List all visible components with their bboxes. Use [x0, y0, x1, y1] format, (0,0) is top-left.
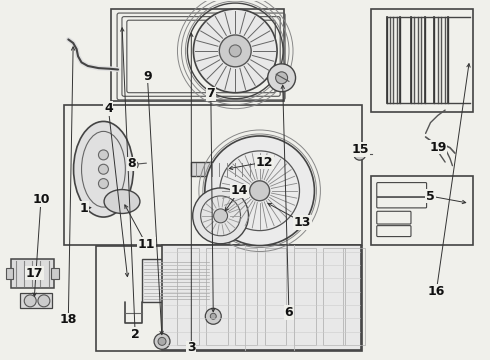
Circle shape — [130, 161, 138, 169]
Bar — [323, 248, 345, 345]
Circle shape — [193, 188, 248, 244]
Bar — [343, 248, 365, 345]
Bar — [111, 9, 284, 101]
Circle shape — [194, 9, 277, 93]
Text: 10: 10 — [32, 193, 49, 206]
Circle shape — [205, 136, 315, 246]
Text: 3: 3 — [187, 341, 196, 354]
Circle shape — [158, 337, 166, 345]
Text: 15: 15 — [351, 143, 369, 156]
Text: 17: 17 — [25, 267, 43, 280]
Text: 11: 11 — [138, 238, 155, 251]
Text: 18: 18 — [60, 313, 77, 327]
Circle shape — [98, 164, 108, 174]
Circle shape — [354, 148, 366, 160]
Bar — [371, 9, 473, 112]
Circle shape — [98, 179, 108, 189]
Circle shape — [24, 295, 36, 307]
Bar — [162, 244, 361, 350]
Circle shape — [210, 313, 216, 319]
Circle shape — [98, 150, 108, 160]
Bar — [177, 248, 198, 345]
Text: 13: 13 — [294, 216, 311, 229]
Ellipse shape — [74, 121, 133, 217]
Circle shape — [38, 295, 50, 307]
Circle shape — [214, 209, 227, 223]
Circle shape — [220, 35, 251, 67]
Circle shape — [229, 45, 241, 57]
Circle shape — [205, 308, 221, 324]
Bar — [21, 293, 52, 309]
Bar — [206, 248, 228, 345]
Circle shape — [268, 64, 295, 92]
Text: 7: 7 — [206, 87, 215, 100]
Text: 8: 8 — [127, 157, 136, 170]
Bar — [51, 268, 58, 279]
Bar — [235, 248, 257, 345]
Text: 5: 5 — [426, 190, 435, 203]
Bar — [265, 248, 287, 345]
Bar — [96, 246, 362, 351]
Text: 14: 14 — [230, 184, 248, 197]
Bar — [127, 163, 136, 167]
Bar — [294, 248, 316, 345]
Bar — [191, 162, 255, 176]
Bar — [371, 176, 473, 244]
Bar — [6, 268, 13, 279]
Text: 16: 16 — [428, 285, 445, 298]
Circle shape — [250, 181, 270, 201]
Text: 19: 19 — [429, 140, 446, 153]
Text: 1: 1 — [79, 202, 88, 215]
Text: 12: 12 — [256, 156, 273, 168]
Text: 4: 4 — [104, 102, 113, 115]
Text: 6: 6 — [285, 306, 293, 319]
Bar — [64, 105, 362, 244]
Text: 2: 2 — [131, 328, 140, 341]
Bar — [143, 259, 211, 302]
Ellipse shape — [104, 190, 140, 213]
Text: 9: 9 — [143, 69, 152, 82]
Bar — [11, 259, 54, 288]
Circle shape — [276, 72, 288, 84]
Circle shape — [154, 333, 170, 349]
